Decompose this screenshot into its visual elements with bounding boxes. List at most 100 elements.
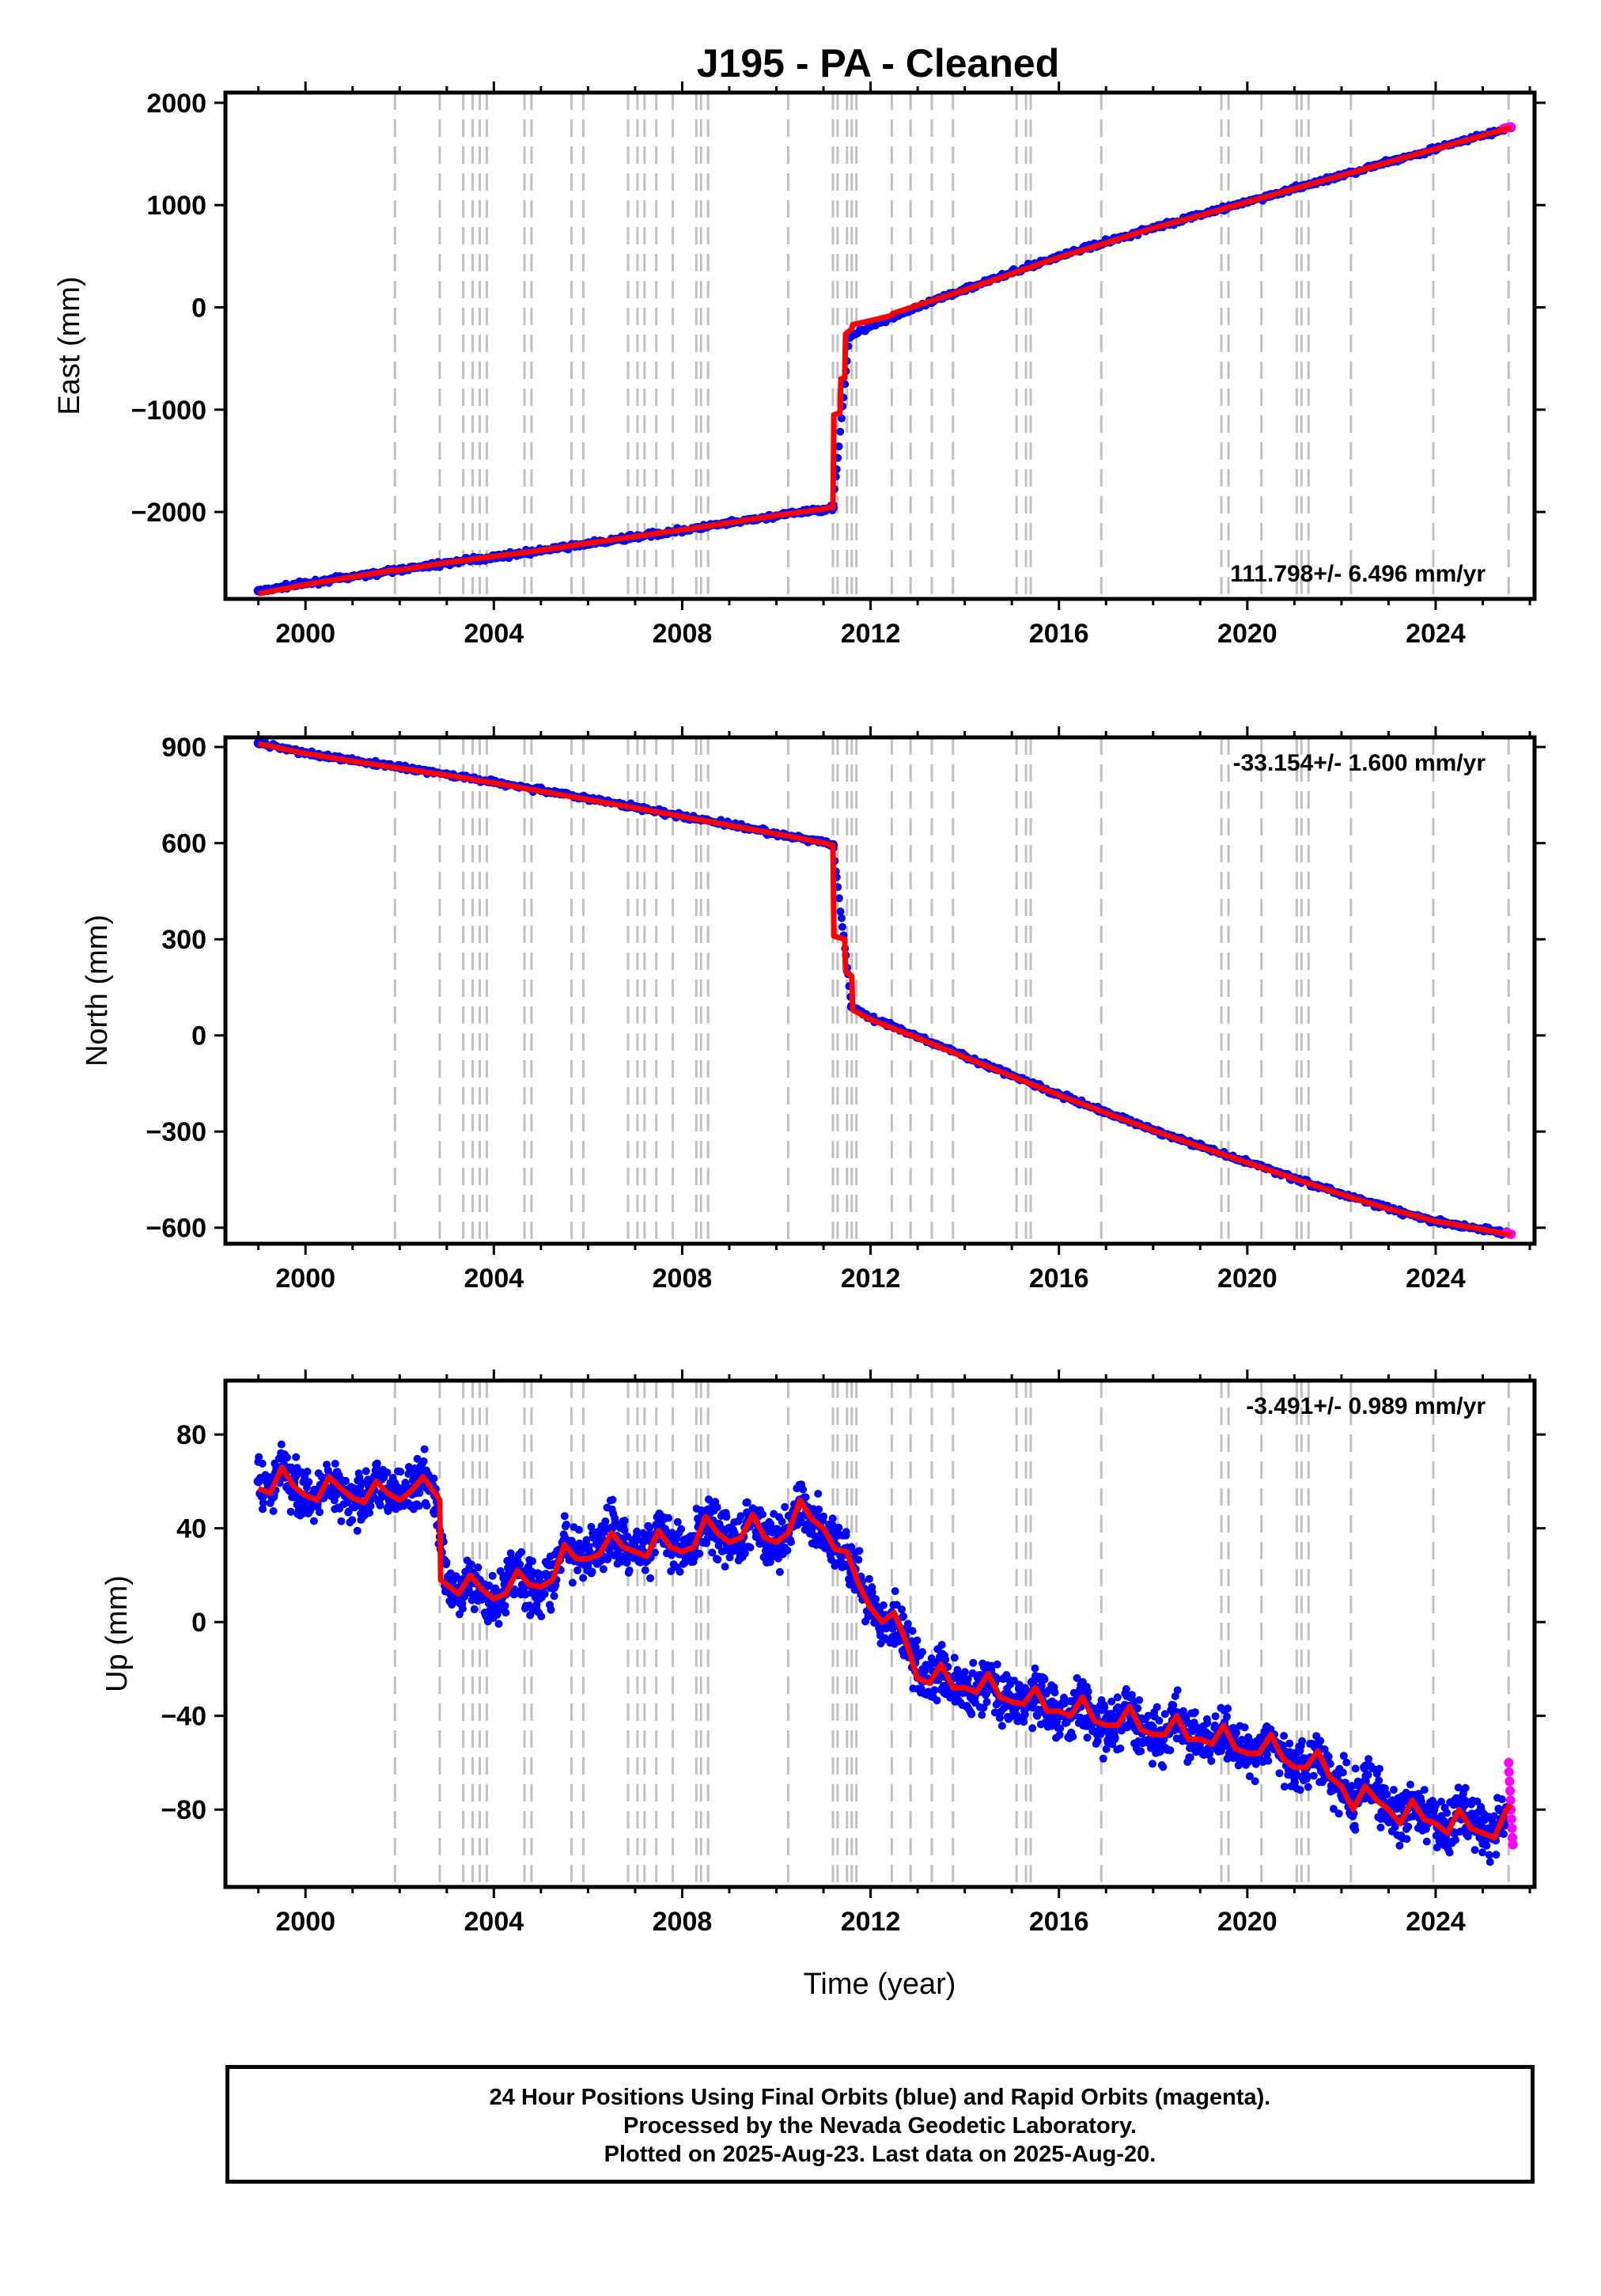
data-point	[1211, 1712, 1220, 1721]
data-point	[836, 907, 845, 915]
data-point	[361, 1467, 370, 1476]
data-point	[1056, 1724, 1065, 1733]
data-point	[1116, 1744, 1125, 1752]
data-point	[868, 1588, 876, 1597]
data-point	[1050, 1688, 1059, 1697]
data-point	[854, 1555, 863, 1564]
data-point	[903, 1620, 912, 1628]
x-tick-label: 2024	[1406, 619, 1466, 649]
data-point	[797, 1518, 806, 1527]
data-point	[1380, 1784, 1389, 1793]
data-point	[993, 1660, 1001, 1669]
data-point	[1111, 1733, 1119, 1742]
chart-title: J195 - PA - Cleaned	[697, 41, 1060, 85]
data-point	[646, 1574, 655, 1582]
data-point	[1207, 1756, 1216, 1765]
data-point	[950, 1654, 959, 1662]
data-point	[759, 1510, 766, 1518]
data-point	[879, 1601, 888, 1609]
data-point	[661, 1526, 670, 1535]
data-point	[960, 1668, 969, 1677]
data-point	[588, 1567, 596, 1576]
data-point	[1020, 1711, 1029, 1719]
data-point	[969, 1658, 978, 1667]
data-point	[1205, 1749, 1214, 1757]
y-axis-label: North (mm)	[81, 915, 114, 1067]
data-point	[828, 1521, 837, 1529]
data-point	[352, 1502, 361, 1510]
data-point	[1224, 1704, 1232, 1713]
data-point	[255, 1453, 263, 1461]
data-point	[467, 1560, 475, 1569]
x-tick-label: 2008	[653, 619, 713, 649]
data-point	[1264, 1756, 1273, 1765]
data-point	[1406, 1780, 1414, 1789]
data-point	[286, 1507, 295, 1516]
data-point	[1152, 1703, 1161, 1711]
data-point	[1395, 1841, 1404, 1850]
data-point	[865, 1574, 873, 1583]
data-point	[908, 1627, 917, 1635]
data-point	[738, 1542, 746, 1551]
data-point	[1073, 1674, 1081, 1682]
data-point	[396, 1468, 405, 1476]
data-point	[1351, 1764, 1360, 1773]
data-point	[835, 1523, 843, 1532]
x-tick-label: 2004	[464, 619, 524, 649]
data-point	[641, 1566, 649, 1574]
x-tick-label: 2008	[653, 1264, 713, 1294]
data-point	[259, 1505, 267, 1514]
data-point	[1338, 1768, 1347, 1777]
data-point	[277, 1440, 286, 1449]
data-point	[620, 1517, 629, 1525]
data-point	[579, 1574, 588, 1582]
data-point	[1069, 1733, 1077, 1741]
data-point	[838, 914, 846, 923]
data-point	[404, 1463, 413, 1472]
y-tick-label: −1000	[131, 396, 207, 426]
data-point	[1298, 1737, 1307, 1745]
x-tick-label: 2020	[1217, 619, 1277, 649]
data-point	[292, 1453, 301, 1461]
data-point	[442, 1558, 451, 1567]
data-point	[1160, 1710, 1169, 1718]
data-point	[532, 1601, 541, 1609]
data-point	[676, 1567, 684, 1576]
data-point	[560, 1512, 569, 1521]
data-point	[413, 1454, 422, 1463]
data-point	[835, 442, 843, 451]
data-point	[1326, 1760, 1334, 1768]
x-tick-label: 2024	[1406, 1264, 1466, 1294]
data-point	[562, 1521, 570, 1529]
data-point	[494, 1620, 503, 1628]
x-tick-label: 2004	[464, 1264, 524, 1294]
data-point	[722, 1513, 731, 1521]
data-point	[891, 1587, 899, 1596]
data-point	[913, 1636, 922, 1645]
data-point	[574, 1525, 583, 1534]
data-point	[1135, 1695, 1144, 1704]
velocity-label: -33.154+/- 1.600 mm/yr	[1233, 750, 1486, 776]
data-point	[1134, 1704, 1142, 1713]
data-point	[415, 1489, 424, 1497]
data-point	[258, 1459, 267, 1468]
data-point	[501, 1608, 510, 1617]
y-tick-label: 0	[191, 294, 206, 324]
data-point	[547, 1605, 555, 1614]
y-axis-label: East (mm)	[53, 276, 86, 415]
data-point	[708, 1548, 717, 1557]
data-point	[331, 1460, 339, 1468]
data-point	[645, 1524, 654, 1532]
y-tick-label: 0	[191, 1021, 206, 1051]
data-point	[695, 1549, 704, 1558]
data-point	[1232, 1729, 1240, 1737]
x-tick-label: 2016	[1029, 619, 1089, 649]
data-point	[1309, 1771, 1318, 1780]
data-point	[633, 1527, 642, 1536]
data-point	[1330, 1805, 1338, 1813]
y-tick-label: 1000	[146, 191, 206, 221]
data-point	[488, 1571, 497, 1580]
data-point	[721, 1563, 729, 1571]
data-point	[1020, 1718, 1028, 1726]
